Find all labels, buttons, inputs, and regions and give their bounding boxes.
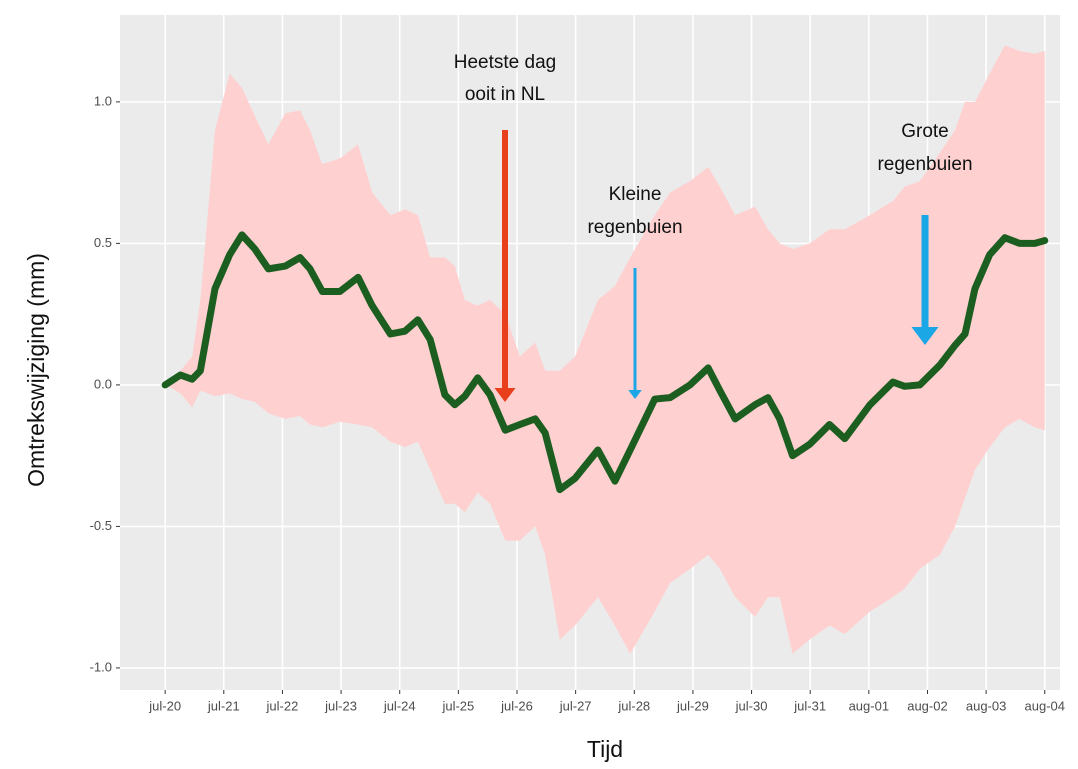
x-tick-label: jul-23 [324, 698, 357, 713]
x-tick-label: aug-01 [849, 698, 889, 713]
annotation-text: ooit in NL [465, 84, 545, 105]
x-tick-label: jul-26 [500, 698, 533, 713]
x-tick-label: aug-03 [966, 698, 1006, 713]
annotation-text: regenbuien [877, 154, 972, 175]
annotation-arrowhead [911, 327, 939, 345]
x-tick-label: jul-25 [441, 698, 474, 713]
annotation-text: regenbuien [587, 217, 682, 238]
y-tick-label: 0.5 [94, 235, 112, 250]
x-tick-label: jul-28 [617, 698, 650, 713]
annotation-text: Heetste dag [454, 52, 556, 73]
x-tick-label: jul-31 [793, 698, 826, 713]
annotation-arrowhead [628, 390, 642, 399]
x-tick-label: jul-22 [266, 698, 299, 713]
y-axis-title: Omtrekswijziging (mm) [23, 253, 49, 487]
x-tick-label: jul-20 [148, 698, 181, 713]
y-tick-label: 0.0 [94, 376, 112, 391]
x-tick-label: jul-29 [676, 698, 709, 713]
x-tick-label: aug-04 [1025, 698, 1065, 713]
x-tick-label: aug-02 [907, 698, 947, 713]
annotation-arrowhead [494, 388, 516, 402]
x-tick-label: jul-24 [383, 698, 416, 713]
x-tick-label: jul-27 [559, 698, 592, 713]
x-axis-title: Tijd [587, 736, 623, 762]
y-tick-label: -0.5 [90, 518, 112, 533]
line [161, 231, 1049, 494]
y-tick-label: 1.0 [94, 93, 112, 108]
annotation-text: Grote [901, 121, 949, 142]
confidence-band [165, 45, 1045, 654]
x-tick-label: jul-21 [207, 698, 240, 713]
y-tick-label: -1.0 [90, 659, 112, 674]
x-tick-label: jul-30 [735, 698, 768, 713]
annotation-text: Kleine [609, 184, 662, 205]
